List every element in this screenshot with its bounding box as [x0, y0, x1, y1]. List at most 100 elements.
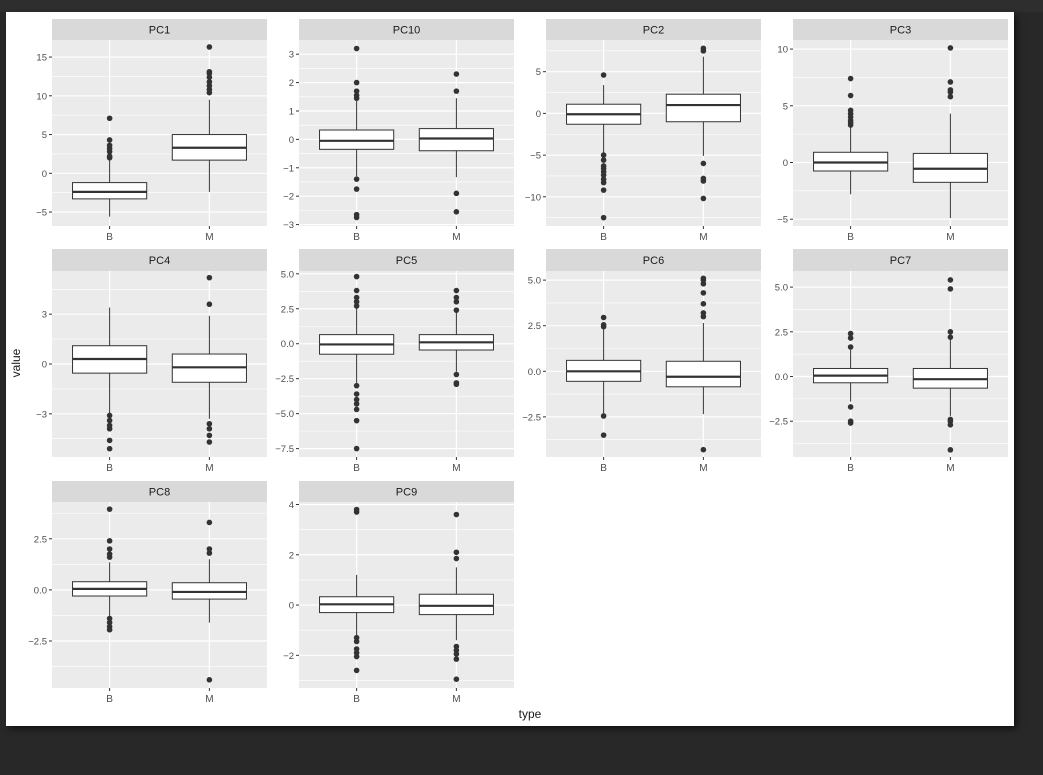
outlier-point: [453, 643, 460, 650]
facet-strip: [793, 19, 1008, 40]
outlier-point: [947, 45, 954, 51]
outlier-point: [453, 88, 460, 94]
box-b: [319, 506, 395, 674]
box-b: [813, 75, 889, 195]
y-tick-label: 2.5: [528, 321, 541, 332]
y-tick-label: −2.5: [275, 374, 294, 385]
y-tick-label: −1: [283, 163, 294, 174]
outlier-point: [206, 420, 213, 427]
y-tick-label: 10: [777, 45, 788, 56]
box-b: [72, 115, 148, 217]
x-tick-label: B: [600, 232, 607, 243]
facet-title: PC6: [643, 255, 664, 267]
outlier-point: [847, 335, 854, 341]
box-m: [171, 274, 247, 445]
plot-canvas: PC1 −5 0 5 10 15 B M PC10 −3 −2 −1 0 1 2 3 B M PC2 −10 −5 0 5 B…: [6, 12, 1014, 726]
facet-title: PC7: [890, 255, 911, 267]
outlier-point: [947, 329, 954, 335]
outlier-point: [206, 82, 213, 89]
outlier-point: [600, 314, 607, 321]
facet-panel-pc7: PC7 −2.5 0.0 2.5 5.0 B M: [769, 249, 1008, 474]
box-b: [72, 307, 148, 452]
y-tick-label: 3: [289, 50, 294, 61]
x-tick-label: B: [353, 463, 360, 474]
x-tick-label: M: [699, 463, 707, 474]
outlier-point: [206, 519, 213, 526]
outlier-point: [353, 391, 360, 397]
y-tick-label: 5.0: [281, 269, 294, 280]
y-tick-label: −5: [36, 208, 47, 219]
facet-title: PC10: [393, 25, 421, 37]
y-tick-label: 5: [783, 101, 788, 112]
outlier-point: [700, 301, 707, 307]
outlier-point: [353, 417, 360, 424]
y-tick-label: 10: [36, 91, 47, 102]
y-tick-label: 2.5: [775, 327, 788, 338]
outlier-point: [700, 45, 707, 52]
outlier-point: [947, 286, 954, 292]
outlier-point: [106, 546, 113, 552]
y-tick-label: 0: [42, 169, 47, 180]
outlier-point: [453, 555, 460, 562]
y-tick-label: −3: [36, 409, 47, 420]
box-m: [171, 44, 247, 192]
x-axis-title: type: [519, 707, 542, 721]
outlier-point: [453, 549, 460, 556]
outlier-point: [847, 75, 854, 82]
outlier-point: [106, 615, 113, 622]
outlier-point: [353, 396, 360, 403]
outlier-point: [206, 301, 213, 308]
y-tick-label: 0: [536, 109, 541, 120]
box-b: [72, 506, 148, 633]
facet-panel-pc9: PC9 −2 0 2 4 B M: [283, 481, 514, 705]
outlier-point: [947, 79, 954, 85]
outlier-point: [600, 163, 607, 169]
y-tick-label: −2.5: [769, 417, 788, 428]
facet-panel-pc2: PC2 −10 −5 0 5 B M: [525, 19, 761, 243]
outlier-point: [600, 157, 607, 163]
x-tick-label: B: [847, 232, 854, 243]
y-tick-label: 0: [783, 158, 788, 169]
box-m: [665, 275, 741, 453]
outlier-point: [353, 273, 360, 280]
outlier-point: [453, 287, 460, 294]
y-tick-label: −5: [530, 151, 541, 162]
box-m: [171, 519, 247, 683]
outlier-point: [700, 290, 707, 296]
y-tick-label: −5: [777, 215, 788, 226]
y-tick-label: 2: [289, 550, 294, 561]
x-tick-label: M: [946, 463, 954, 474]
outlier-point: [600, 187, 607, 193]
box-m: [418, 287, 494, 388]
y-tick-label: −3: [283, 220, 294, 231]
outlier-point: [353, 506, 360, 513]
y-tick-label: 0.0: [528, 367, 541, 378]
facet-strip: [52, 481, 267, 502]
outlier-point: [353, 186, 360, 192]
box-m: [418, 511, 494, 683]
panel-background: [299, 271, 514, 457]
x-tick-label: M: [205, 232, 213, 243]
outlier-point: [453, 656, 460, 662]
x-tick-label: M: [452, 232, 460, 243]
facet-strip: [546, 249, 761, 271]
facet-panel-pc5: PC5 −7.5 −5.0 −2.5 0.0 2.5 5.0 B M: [275, 249, 514, 474]
outlier-point: [353, 382, 360, 389]
outlier-point: [353, 667, 360, 674]
outlier-point: [947, 447, 954, 453]
outlier-point: [453, 190, 460, 197]
y-tick-label: −2: [283, 651, 294, 662]
outlier-point: [106, 538, 113, 544]
outlier-point: [453, 294, 460, 301]
outlier-point: [353, 211, 360, 218]
outlier-point: [453, 676, 460, 683]
x-tick-label: B: [106, 694, 113, 705]
y-tick-label: 4: [289, 500, 294, 511]
outlier-point: [106, 437, 113, 444]
outlier-point: [453, 511, 460, 518]
facet-strip: [299, 19, 514, 40]
outlier-point: [847, 404, 854, 410]
outlier-point: [353, 406, 360, 413]
outlier-point: [453, 371, 460, 378]
box-b: [566, 314, 642, 438]
